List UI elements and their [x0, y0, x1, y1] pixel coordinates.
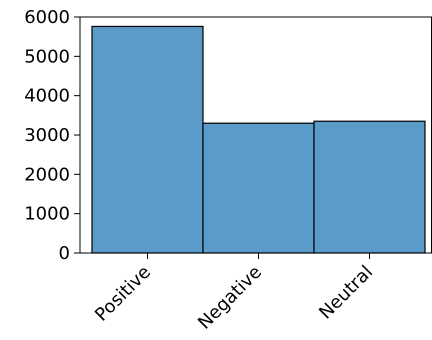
- y-tick-label: 4000: [24, 86, 70, 107]
- y-tick-label: 0: [59, 243, 70, 264]
- x-tick-label-neutral: Neutral: [315, 262, 377, 324]
- x-tick-label-negative: Negative: [194, 262, 266, 334]
- x-tick-label-positive: Positive: [91, 262, 155, 326]
- y-tick-label: 5000: [24, 46, 70, 67]
- y-tick-label: 3000: [24, 125, 70, 146]
- bar-neutral: [313, 120, 426, 254]
- bar-negative: [202, 122, 315, 254]
- y-tick-label: 2000: [24, 164, 70, 185]
- y-tick-label: 6000: [24, 7, 70, 28]
- y-tick-label: 1000: [24, 204, 70, 225]
- bar-positive: [91, 25, 204, 254]
